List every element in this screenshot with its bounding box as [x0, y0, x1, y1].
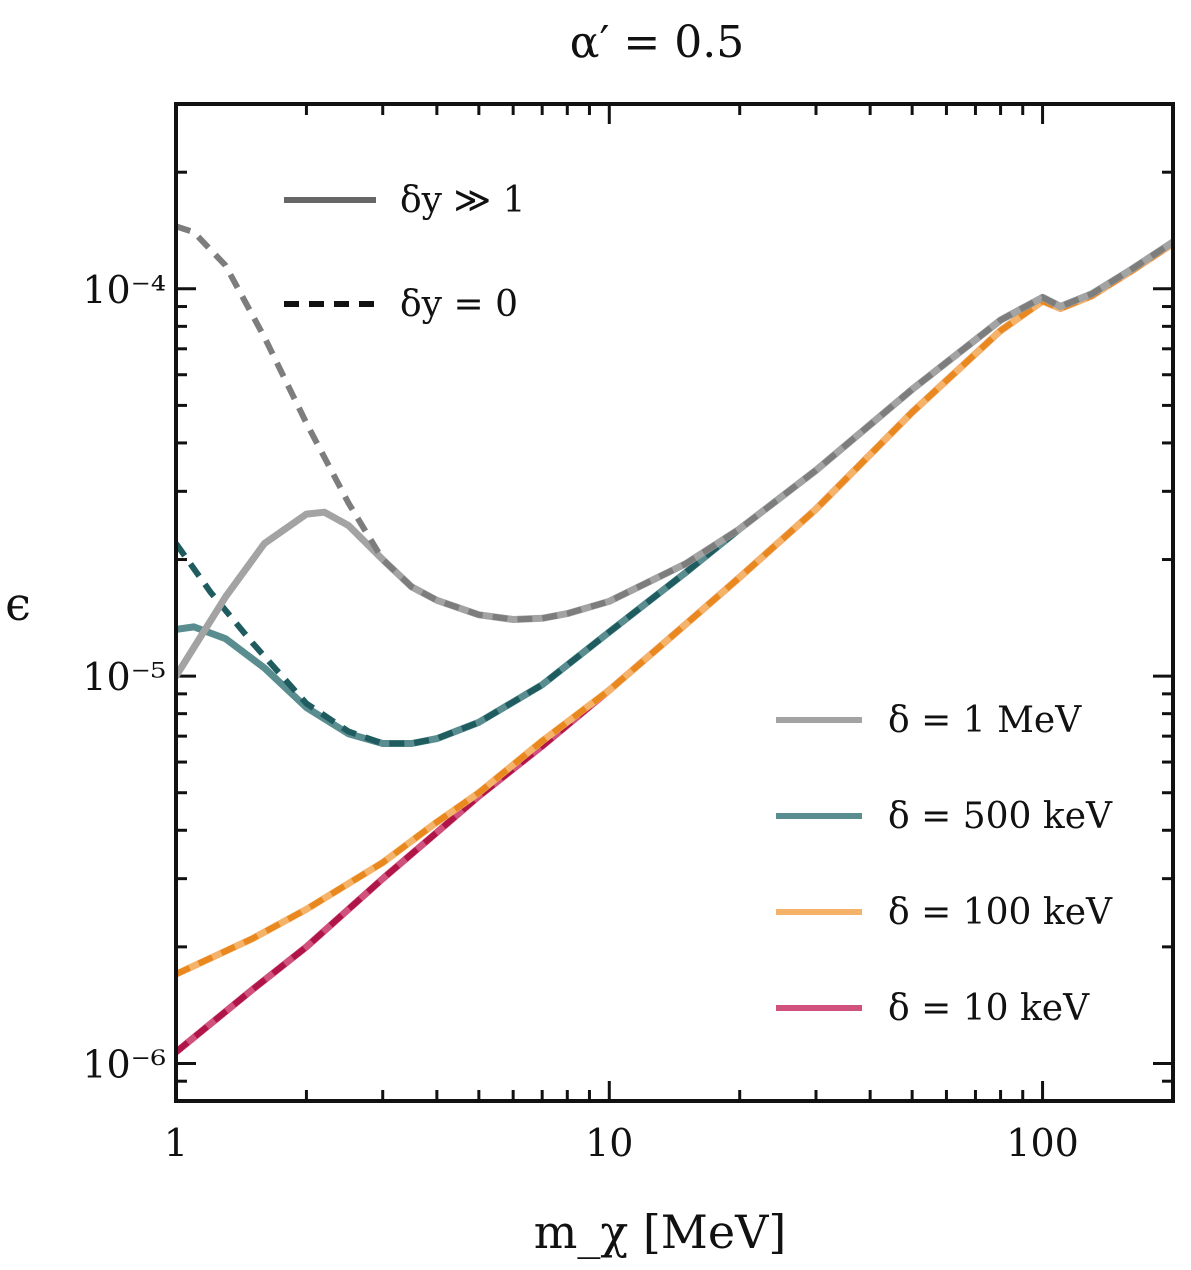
series-dashed-1-mev: [176, 223, 1173, 623]
axis-tick-labels: 1 10 100 10⁻⁶ 10⁻⁵ 10⁻⁴: [82, 268, 1078, 1165]
plot-frame: [174, 102, 1175, 1103]
series-dashed-100-kev: [176, 240, 1173, 977]
series-lines: [176, 223, 1173, 1056]
x-tick-label: 100: [1006, 1121, 1079, 1165]
axis-ticks: [174, 104, 1175, 1101]
x-tick-label: 1: [164, 1121, 188, 1165]
legend-label-10-kev: δ = 10 keV: [888, 988, 1090, 1029]
color-legend: δ = 1 MeV δ = 500 keV δ = 100 keV δ = 10 ke…: [776, 700, 1113, 1029]
x-tick-label: 10: [585, 1121, 633, 1165]
series-solid-100-kev: [176, 239, 1173, 978]
line-style-legend: δy ≫ 1 δy = 0: [284, 180, 526, 325]
chart-title: α′ = 0.5: [570, 17, 745, 68]
legend-label-500-kev: δ = 500 keV: [888, 796, 1113, 837]
x-axis-label: m_χ [MeV]: [534, 1205, 787, 1259]
y-tick-label: 10⁻⁶: [82, 1042, 166, 1086]
legend-label-1-mev: δ = 1 MeV: [888, 700, 1082, 741]
y-tick-label: 10⁻⁴: [82, 268, 166, 312]
y-axis-label: ϵ: [5, 577, 31, 631]
style-legend-label-solid: δy ≫ 1: [400, 180, 526, 221]
y-tick-label: 10⁻⁵: [82, 655, 166, 699]
legend-label-100-kev: δ = 100 keV: [888, 892, 1113, 933]
style-legend-label-dashed: δy = 0: [400, 284, 518, 325]
